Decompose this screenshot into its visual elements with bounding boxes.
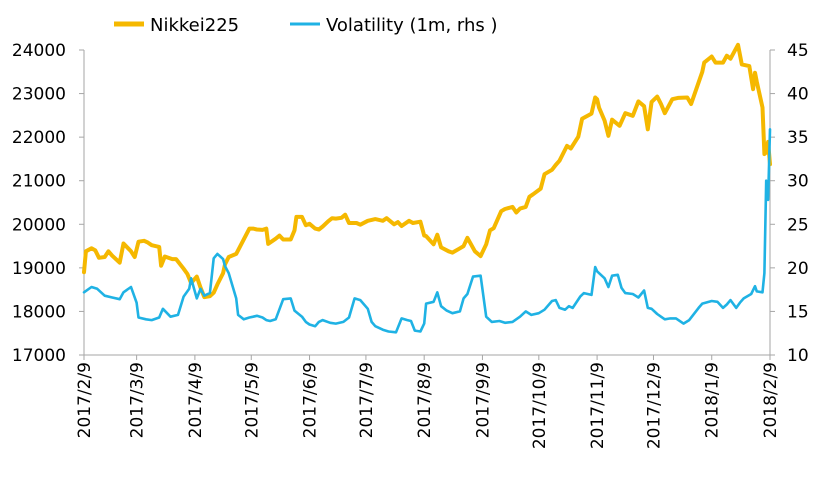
x-tick-label: 2017/8/9 bbox=[415, 362, 435, 438]
left-y-tick-label: 19000 bbox=[12, 259, 66, 279]
x-tick-label: 2017/5/9 bbox=[242, 362, 262, 438]
x-tick-label: 2017/6/9 bbox=[301, 362, 321, 438]
left-y-tick-label: 17000 bbox=[12, 346, 66, 366]
series-lines bbox=[82, 42, 772, 334]
left-y-tick-label: 24000 bbox=[12, 41, 66, 61]
left-y-tick-labels: 17000 18000 19000 20000 21000 22000 23000 24000 bbox=[12, 41, 84, 366]
right-y-tick-label: 40 bbox=[787, 85, 809, 105]
series-line-volatility bbox=[82, 128, 772, 334]
x-tick-labels: 2017/2/9 2017/3/9 2017/4/9 2017/5/9 2017/6/9… bbox=[75, 355, 781, 449]
legend-label-volatility: Volatility (1m, rhs ) bbox=[326, 15, 498, 36]
left-y-tick-label: 18000 bbox=[12, 302, 66, 322]
x-tick-label: 2017/9/9 bbox=[473, 362, 493, 438]
left-y-tick-label: 22000 bbox=[12, 128, 66, 148]
x-tick-label: 2018/1/9 bbox=[703, 362, 723, 438]
x-tick-label: 2017/3/9 bbox=[128, 362, 148, 438]
right-y-tick-label: 45 bbox=[787, 41, 809, 61]
x-tick-label: 2017/7/9 bbox=[357, 362, 377, 438]
right-y-tick-label: 25 bbox=[787, 215, 809, 235]
legend-item-nikkei225: Nikkei225 bbox=[114, 15, 239, 36]
right-y-tick-label: 35 bbox=[787, 128, 809, 148]
left-y-tick-label: 20000 bbox=[12, 215, 66, 235]
legend-item-volatility: Volatility (1m, rhs ) bbox=[290, 15, 498, 36]
x-tick-label: 2017/4/9 bbox=[186, 362, 206, 438]
left-y-tick-label: 23000 bbox=[12, 85, 66, 105]
left-y-tick-label: 21000 bbox=[12, 172, 66, 192]
right-y-tick-label: 15 bbox=[787, 302, 809, 322]
right-y-tick-label: 10 bbox=[787, 346, 809, 366]
x-tick-label: 2017/11/9 bbox=[588, 362, 608, 449]
x-tick-label: 2017/10/9 bbox=[530, 362, 550, 449]
legend: Nikkei225 Volatility (1m, rhs ) bbox=[114, 15, 498, 36]
x-tick-label: 2017/2/9 bbox=[75, 362, 95, 438]
legend-label-nikkei225: Nikkei225 bbox=[150, 15, 239, 36]
right-y-tick-label: 30 bbox=[787, 172, 809, 192]
x-tick-label: 2018/2/9 bbox=[761, 362, 781, 438]
right-y-tick-label: 20 bbox=[787, 259, 809, 279]
right-y-tick-labels: 10 15 20 25 30 35 40 45 bbox=[770, 41, 809, 366]
x-tick-label: 2017/12/9 bbox=[644, 362, 664, 449]
series-line-nikkei225 bbox=[82, 42, 772, 300]
